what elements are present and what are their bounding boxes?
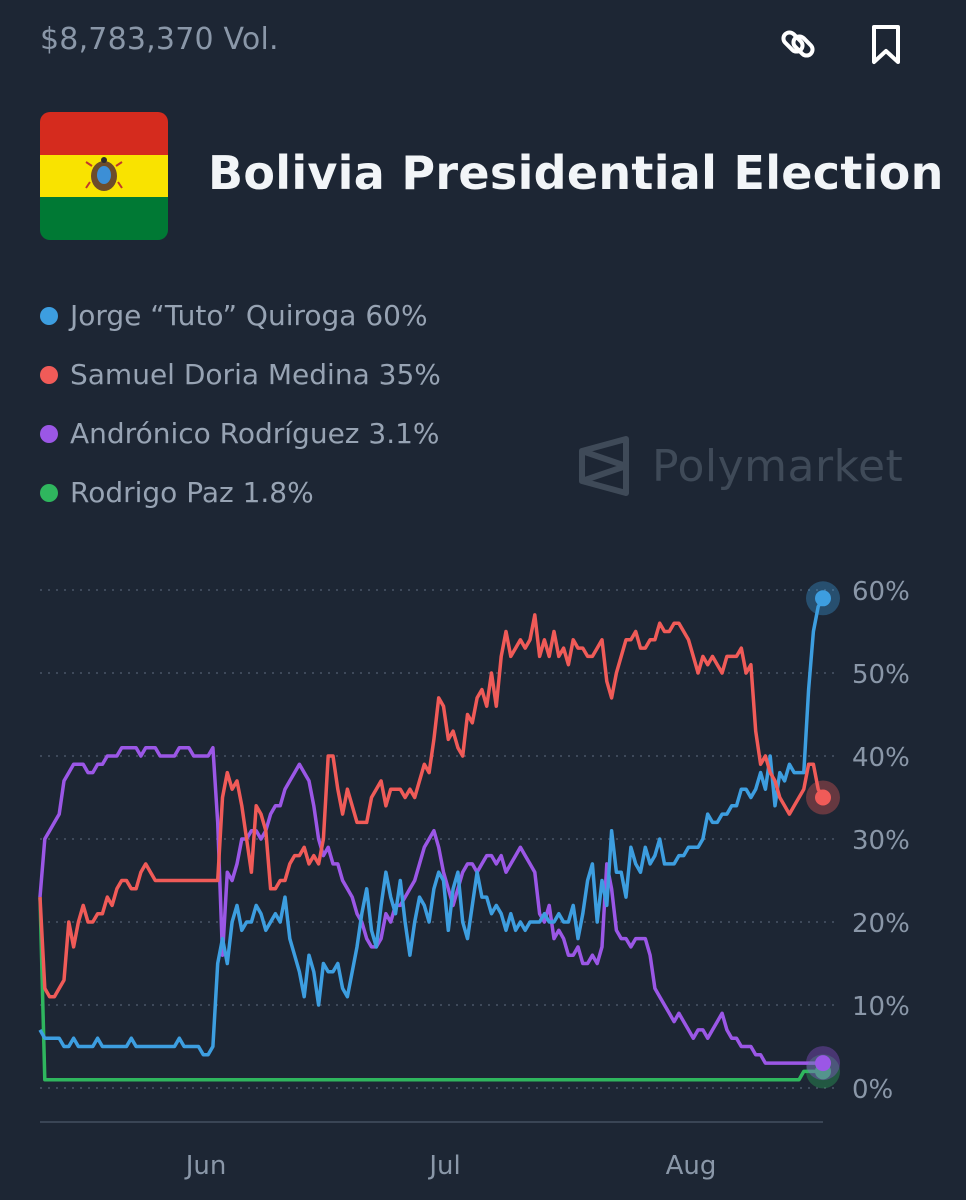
chart-endpoints xyxy=(806,581,840,1089)
watermark-text: Polymarket xyxy=(652,440,904,492)
y-tick-label: 60% xyxy=(852,577,910,607)
legend-label: Rodrigo Paz 1.8% xyxy=(70,476,314,509)
legend-dot xyxy=(40,365,58,384)
series-endpoint xyxy=(815,1055,831,1072)
x-tick-label: Jun xyxy=(184,1151,227,1181)
legend-dot xyxy=(40,483,58,502)
legend-label: Samuel Doria Medina 35% xyxy=(70,358,441,391)
bolivia-flag-icon xyxy=(40,112,168,240)
legend-dot xyxy=(40,306,58,325)
bookmark-icon[interactable] xyxy=(864,22,908,66)
link-icon[interactable] xyxy=(776,22,820,66)
series-line xyxy=(38,745,823,1065)
series-endpoint xyxy=(815,789,831,806)
legend-item-doria-medina[interactable]: Samuel Doria Medina 35% xyxy=(40,345,441,404)
legend-item-rodriguez[interactable]: Andrónico Rodríguez 3.1% xyxy=(40,404,441,463)
x-tick-label: Jul xyxy=(427,1151,460,1181)
legend-item-quiroga[interactable]: Jorge “Tuto” Quiroga 60% xyxy=(40,286,441,345)
chart-legend: Jorge “Tuto” Quiroga 60% Samuel Doria Me… xyxy=(40,286,441,522)
y-tick-label: 40% xyxy=(852,743,910,773)
coat-of-arms-icon xyxy=(85,157,123,191)
series-endpoint xyxy=(815,590,831,607)
series-line xyxy=(38,613,825,999)
chart-grid xyxy=(40,589,840,1089)
polymarket-logo-icon xyxy=(579,436,629,496)
series-line xyxy=(38,897,823,1082)
legend-label: Andrónico Rodríguez 3.1% xyxy=(70,417,440,450)
y-tick-label: 20% xyxy=(852,909,910,939)
market-title: Bolivia Presidential Election xyxy=(208,146,944,200)
x-axis-ticks: Jun Jul Aug xyxy=(184,1151,717,1181)
y-tick-label: 0% xyxy=(852,1075,893,1105)
volume-label: $8,783,370 Vol. xyxy=(40,22,279,57)
series-line xyxy=(38,597,825,1057)
y-axis-ticks: 60% 50% 40% 30% 20% 10% 0% xyxy=(852,577,910,1105)
polymarket-watermark: Polymarket xyxy=(578,434,903,498)
legend-item-paz[interactable]: Rodrigo Paz 1.8% xyxy=(40,463,441,522)
legend-label: Jorge “Tuto” Quiroga 60% xyxy=(70,299,428,332)
price-history-chart[interactable]: 60% 50% 40% 30% 20% 10% 0% Jun Jul Aug xyxy=(0,540,966,1200)
chart-series xyxy=(38,597,825,1082)
legend-dot xyxy=(40,424,58,443)
y-tick-label: 10% xyxy=(852,992,910,1022)
y-tick-label: 30% xyxy=(852,826,910,856)
y-tick-label: 50% xyxy=(852,660,910,690)
x-tick-label: Aug xyxy=(666,1151,717,1181)
